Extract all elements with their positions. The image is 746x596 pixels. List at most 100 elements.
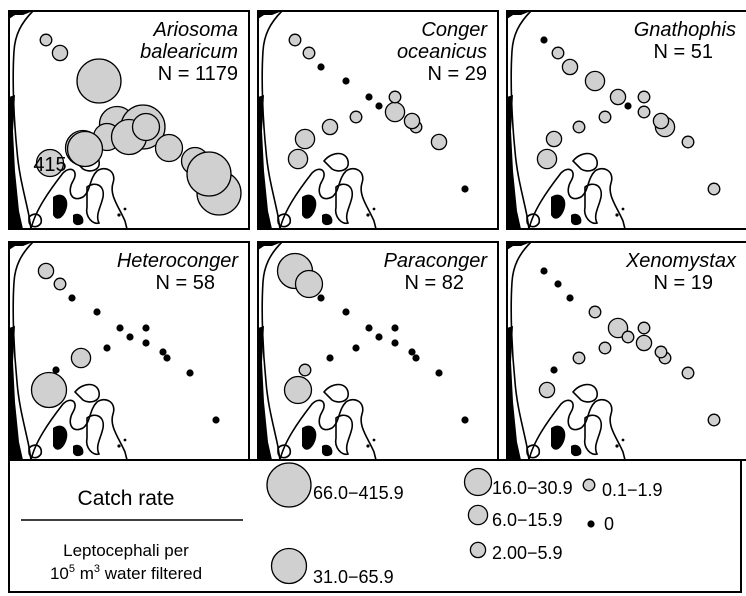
island-outline-1 [73, 383, 100, 403]
station-marker [681, 366, 695, 380]
station-marker [572, 351, 586, 365]
station-marker [540, 36, 548, 44]
station-marker [430, 133, 448, 151]
station-marker [294, 128, 316, 150]
legend-items: 66.0−415.9 31.0−65.9 16.0−30.9 6.0−15.9 2.00… [266, 462, 663, 587]
station-marker [403, 112, 421, 130]
station-marker [365, 93, 373, 101]
land-top-left [258, 11, 282, 19]
island-outline-2 [334, 183, 354, 225]
station-marker [142, 324, 150, 332]
island-outline-2 [583, 414, 603, 456]
station-marker [131, 112, 161, 142]
island-land-1 [551, 425, 566, 450]
island-outline-3 [526, 444, 541, 459]
panel-sample-size: N = 1179 [158, 63, 238, 85]
station-marker [461, 416, 469, 424]
station-marker [93, 308, 101, 316]
island-outline-2 [583, 183, 603, 225]
land-west-strip [258, 326, 272, 460]
station-marker [317, 294, 325, 302]
panel-sample-size: N = 19 [654, 272, 713, 294]
islet-dot-2 [372, 438, 376, 442]
south-coastline [279, 167, 377, 230]
island-outline-3 [277, 213, 292, 228]
south-coastline [528, 167, 626, 230]
legend-symbol [467, 504, 489, 526]
islet-dot-2 [621, 207, 625, 211]
station-marker [212, 416, 220, 424]
island-outline-1 [322, 383, 349, 403]
land-top-left [258, 242, 282, 250]
island-outline-3 [28, 213, 43, 228]
station-marker [66, 130, 104, 168]
panel-sample-size: N = 51 [654, 41, 713, 63]
legend-symbol [463, 467, 493, 497]
panel-sample-size: N = 29 [428, 63, 487, 85]
legend-symbol [270, 547, 308, 585]
station-marker [551, 46, 565, 60]
station-marker [598, 341, 612, 355]
station-marker [566, 294, 574, 302]
station-marker [388, 90, 402, 104]
station-marker [352, 344, 360, 352]
station-marker [186, 151, 232, 197]
station-marker [545, 130, 563, 148]
station-marker [538, 381, 556, 399]
station-marker [159, 348, 167, 356]
station-marker [707, 182, 721, 196]
station-marker [51, 44, 69, 62]
station-marker [412, 354, 420, 362]
legend-class-label: 16.0−30.9 [492, 478, 573, 498]
station-marker [68, 294, 76, 302]
islet-dot-2 [621, 438, 625, 442]
islet-dot-1 [117, 444, 121, 448]
station-marker [142, 339, 150, 347]
station-marker [298, 363, 312, 377]
station-marker [654, 345, 668, 359]
island-outline-3 [277, 444, 292, 459]
station-marker [37, 262, 55, 280]
station-marker [584, 70, 606, 92]
catch-rate-legend: Catch rate Leptocephali per 105 m3 water… [8, 459, 742, 593]
panel-species-title: Paraconger [384, 250, 489, 272]
station-marker [39, 33, 53, 47]
island-outline-2 [85, 183, 105, 225]
land-top-left [9, 11, 33, 19]
south-coastline [528, 398, 626, 461]
station-marker [391, 324, 399, 332]
legend-class-label: 0 [604, 514, 614, 534]
station-marker [624, 102, 632, 110]
station-marker [588, 305, 602, 319]
island-outline-2 [85, 414, 105, 456]
panel-species-title: Conger [421, 19, 488, 41]
station-marker [554, 280, 562, 288]
station-marker [561, 58, 579, 76]
station-marker [621, 330, 635, 344]
station-marker [635, 334, 653, 352]
station-marker [103, 344, 111, 352]
land-west-strip [507, 326, 521, 460]
islet-dot-2 [123, 438, 127, 442]
station-marker [540, 267, 548, 275]
station-marker [326, 354, 334, 362]
island-land-2 [322, 444, 333, 457]
station-marker [163, 354, 171, 362]
legend-symbol [266, 462, 312, 508]
station-marker [52, 366, 60, 374]
station-marker [435, 369, 443, 377]
legend-class-label: 6.0−15.9 [492, 510, 563, 530]
land-top-left [507, 11, 531, 19]
station-marker [35, 148, 65, 178]
station-marker [294, 269, 324, 299]
station-marker [681, 135, 695, 149]
panel-species-title: Xenomystax [625, 250, 737, 272]
station-marker [53, 277, 67, 291]
island-land-2 [73, 444, 84, 457]
